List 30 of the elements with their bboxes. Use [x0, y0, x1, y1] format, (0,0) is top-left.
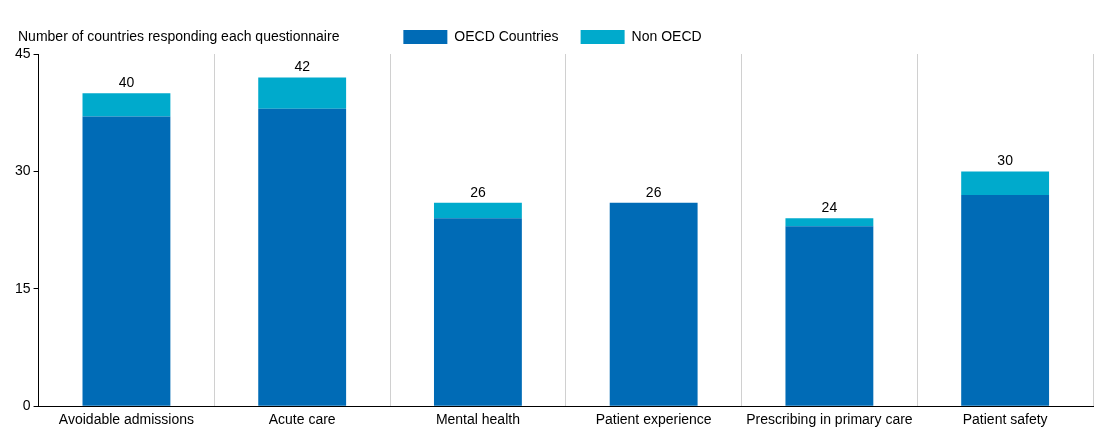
x-tick-label: Mental health — [435, 411, 520, 428]
bar — [785, 226, 874, 406]
total-label: 26 — [645, 183, 662, 200]
bar — [785, 218, 874, 227]
bar — [82, 116, 171, 406]
x-tick-label: Patient safety — [962, 411, 1048, 428]
bar — [433, 202, 522, 219]
bar — [961, 171, 1050, 195]
bar — [258, 108, 347, 406]
y-tick-label: 0 — [22, 397, 31, 414]
y-tick-label: 30 — [14, 162, 31, 179]
x-tick-label: Acute care — [268, 411, 336, 428]
x-tick-label: Avoidable admissions — [58, 411, 195, 428]
total-label: 40 — [118, 73, 135, 90]
y-tick-label: 15 — [14, 279, 31, 296]
y-axis-title: Number of countries responding each questionnaire — [18, 27, 340, 44]
bar — [82, 93, 171, 117]
legend-label: OECD Countries — [454, 27, 559, 44]
total-label: 24 — [821, 199, 838, 216]
bar — [961, 194, 1050, 406]
bar — [433, 218, 522, 406]
legend-label: Non OECD — [631, 27, 702, 44]
x-tick-label: Prescribing in primary care — [746, 411, 913, 428]
total-label: 42 — [294, 58, 311, 75]
x-tick-label: Patient experience — [595, 411, 712, 428]
total-label: 26 — [470, 183, 486, 200]
y-tick-label: 45 — [14, 44, 31, 61]
total-label: 30 — [997, 152, 1014, 169]
bar — [258, 77, 347, 109]
bar — [609, 202, 698, 406]
